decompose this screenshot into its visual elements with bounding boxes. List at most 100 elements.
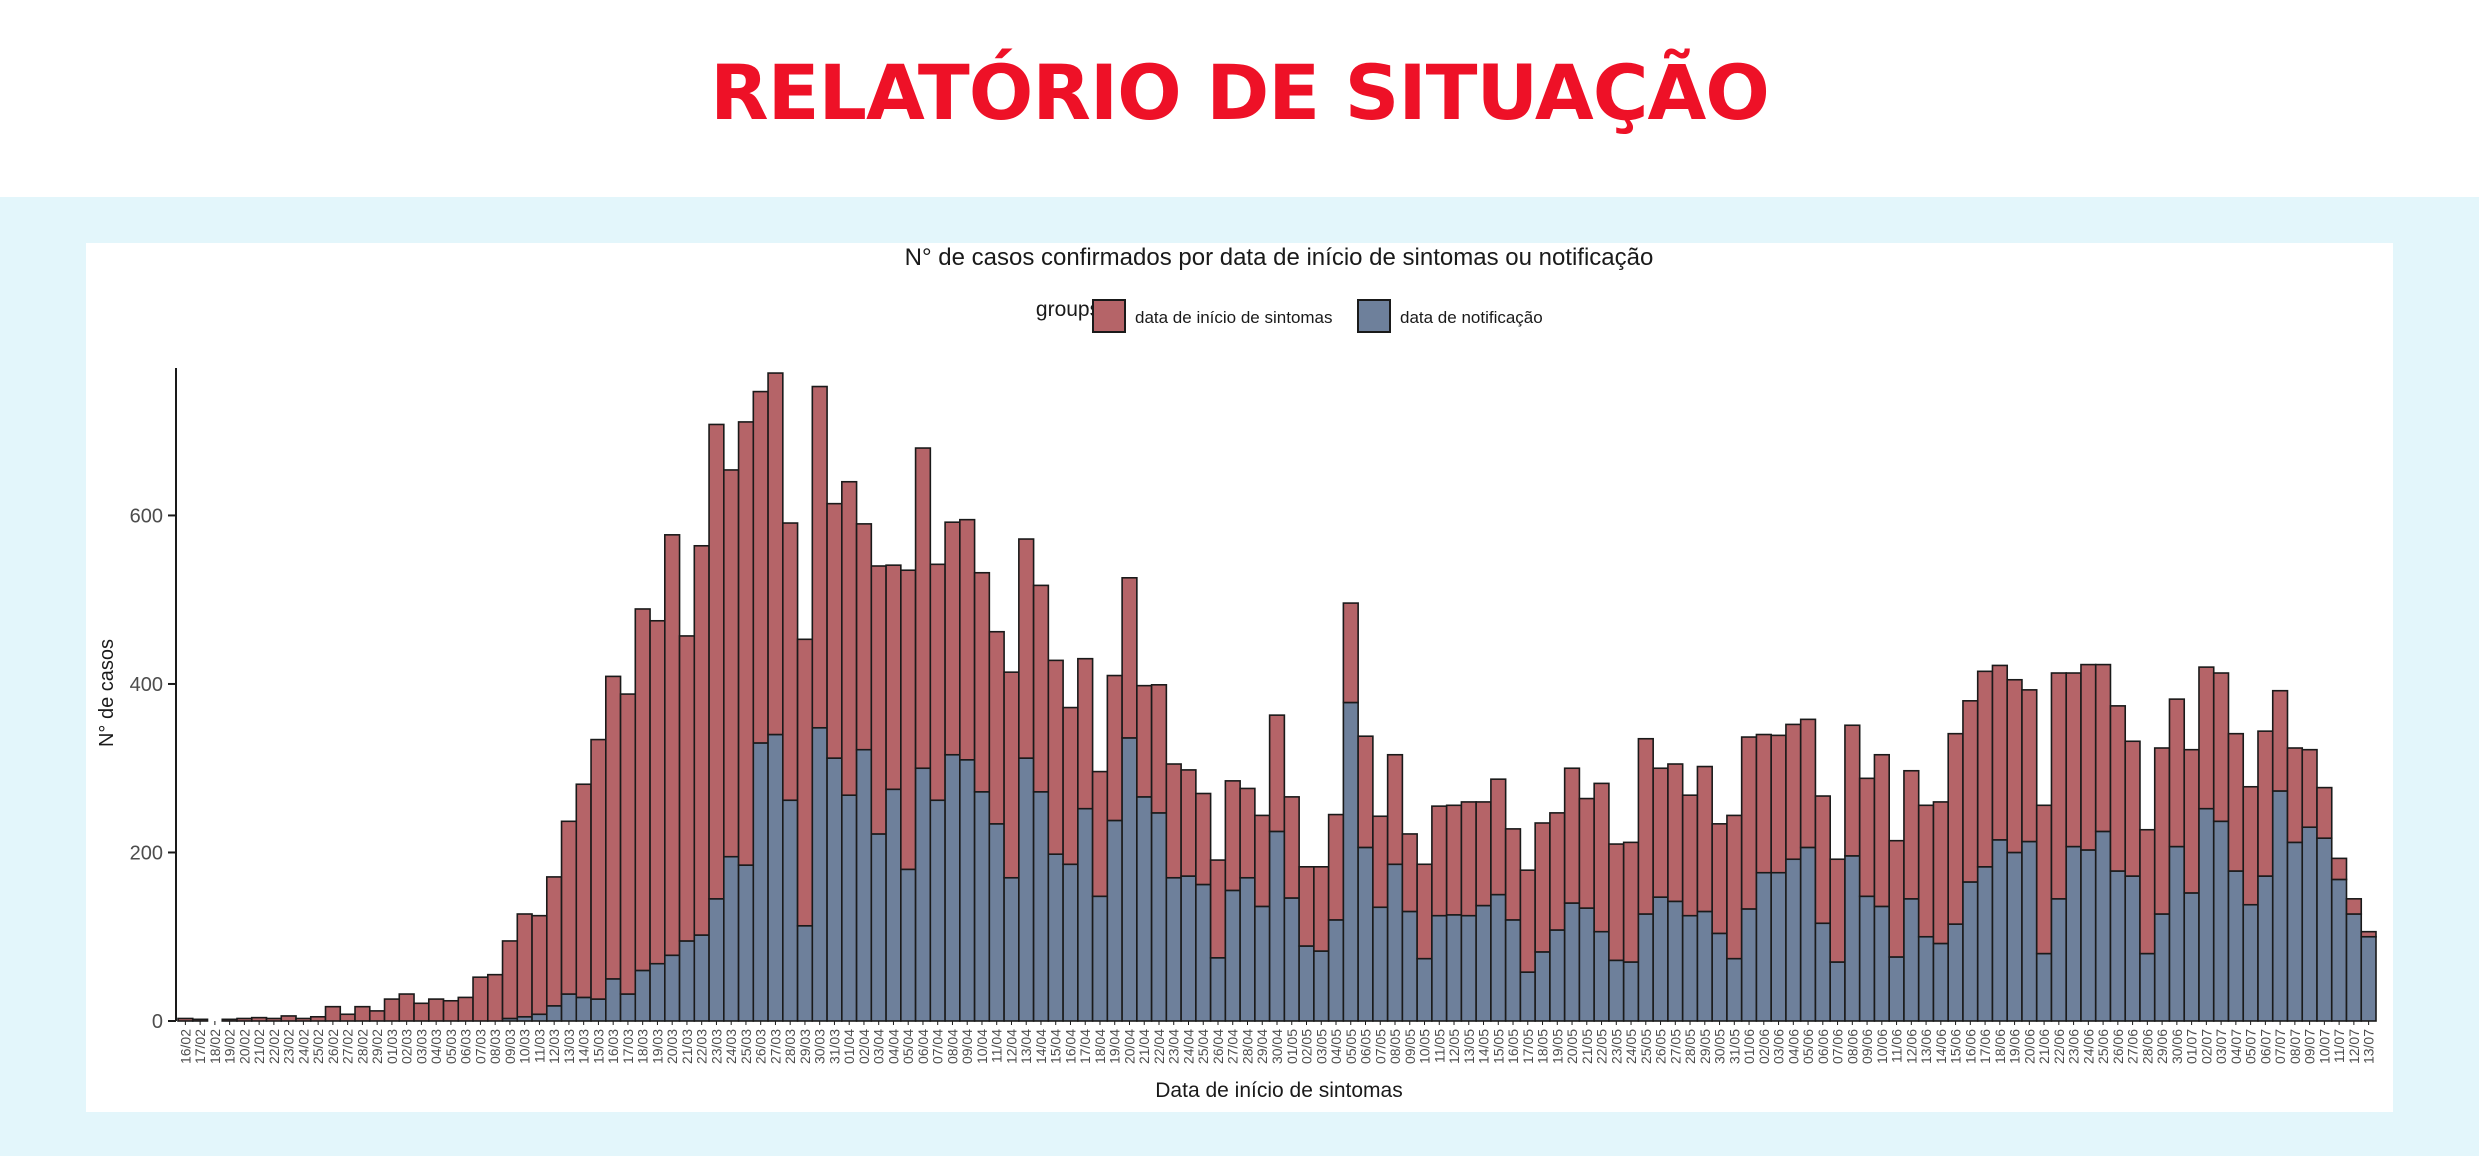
x-tick-label: 19/05 [1549,1029,1565,1064]
bar-notification [811,726,828,1022]
x-tick-label: 19/06 [2007,1029,2023,1064]
bar-symptoms [1844,724,1861,857]
x-tick-label: 08/03 [487,1029,503,1064]
bar-symptoms [1239,787,1256,879]
x-tick-label: 01/07 [2184,1029,2200,1064]
x-tick-label: 30/03 [812,1029,828,1064]
bar-symptoms [516,913,533,1018]
bar-symptoms [619,693,637,995]
bar-symptoms [265,1017,283,1022]
bar-symptoms [1593,782,1610,933]
x-tick-label: 02/05 [1299,1029,1315,1064]
bar-symptoms [604,675,622,980]
x-tick-label: 13/03 [561,1029,577,1064]
bar-symptoms [767,372,784,736]
stacked-bar-chart: N° de casos confirmados por data de iníc… [96,244,2377,1102]
bar-notification [2094,830,2112,1022]
x-tick-label: 03/06 [1771,1029,1787,1064]
bar-symptoms [678,635,696,942]
bar-symptoms [1106,674,1123,822]
bar-notification [619,993,637,1022]
bar-symptoms [2301,748,2318,829]
bar-notification [1327,919,1345,1022]
x-tick-label: 18/02 [207,1029,223,1064]
bar-notification [1858,895,1876,1022]
x-tick-label: 12/05 [1446,1029,1462,1064]
x-tick-label: 16/03 [605,1029,621,1064]
bar-notification [1121,737,1138,1022]
bar-notification [1622,961,1640,1022]
x-tick-label: 30/04 [1269,1029,1285,1064]
bar-symptoms [693,544,710,936]
bar-symptoms [2035,804,2053,955]
bar-symptoms [1195,792,1212,886]
bar-symptoms [1667,763,1684,903]
bar-symptoms [2242,785,2259,906]
bar-notification [1637,913,1654,1022]
x-tick-label: 09/03 [502,1029,518,1064]
bar-symptoms [354,1005,371,1022]
bar-notification [1416,957,1433,1022]
x-tick-label: 26/06 [2110,1029,2126,1064]
bar-symptoms [2286,747,2304,844]
bar-symptoms [1180,769,1197,877]
x-tick-label: 25/03 [738,1029,754,1064]
bar-notification [2360,935,2377,1022]
bar-notification [1401,910,1418,1022]
x-tick-label: 10/07 [2316,1029,2332,1064]
x-tick-label: 23/06 [2066,1029,2082,1064]
y-tick-label: 600 [130,505,163,527]
x-tick-label: 31/03 [826,1029,842,1064]
bar-notification [1888,956,1905,1022]
bar-symptoms [324,1005,342,1022]
bar-notification [1976,866,1994,1022]
bar-symptoms [1062,706,1079,866]
bar-notification [693,934,710,1022]
bar-notification [944,753,961,1022]
bar-symptoms [486,973,504,1022]
bar-notification [2227,870,2245,1022]
bar-notification [841,794,858,1022]
bar-notification [1372,906,1389,1022]
bar-symptoms [501,940,519,1020]
x-tick-label: 08/06 [1844,1029,1860,1064]
chart-title: N° de casos confirmados por data de iníc… [905,244,1654,271]
x-tick-label: 27/02 [340,1029,356,1064]
bar-symptoms [1785,723,1802,861]
x-tick-label: 31/05 [1726,1029,1742,1064]
bar-symptoms [2050,672,2068,900]
bars [177,372,2377,1022]
x-tick-label: 11/03 [531,1029,547,1063]
bar-symptoms [1917,804,1935,938]
x-tick-label: 11/06 [1889,1029,1905,1063]
bar-symptoms [2153,747,2171,915]
bar-symptoms [1519,869,1536,973]
bar-notification [590,998,607,1022]
bar-notification [2198,807,2215,1022]
bar-notification [2242,903,2259,1022]
bar-symptoms [752,390,769,744]
x-tick-label: 07/04 [930,1029,946,1064]
bar-symptoms [1652,767,1669,898]
y-tick-label: 400 [130,674,163,696]
x-tick-label: 07/07 [2272,1029,2288,1064]
report-header: RELATÓRIO DE SITUAÇÃO [0,0,2479,197]
bar-symptoms [870,565,887,835]
x-tick-label: 02/03 [399,1029,415,1064]
bar-notification [664,954,681,1022]
bar-notification [1460,914,1477,1022]
bar-symptoms [1888,839,1905,958]
bar-notification [1770,871,1787,1022]
bar-symptoms [708,423,725,900]
bar-symptoms [1578,797,1595,909]
bar-notification [767,733,784,1022]
bar-symptoms [2257,730,2274,877]
bar-notification [1195,883,1212,1022]
x-tick-label: 23/05 [1608,1029,1624,1064]
x-tick-label: 14/03 [576,1029,592,1064]
y-tick-label: 0 [152,1011,163,1033]
bar-notification [959,758,976,1022]
bar-notification [2065,845,2082,1022]
bar-symptoms [1563,767,1581,904]
bar-symptoms [2109,705,2127,872]
